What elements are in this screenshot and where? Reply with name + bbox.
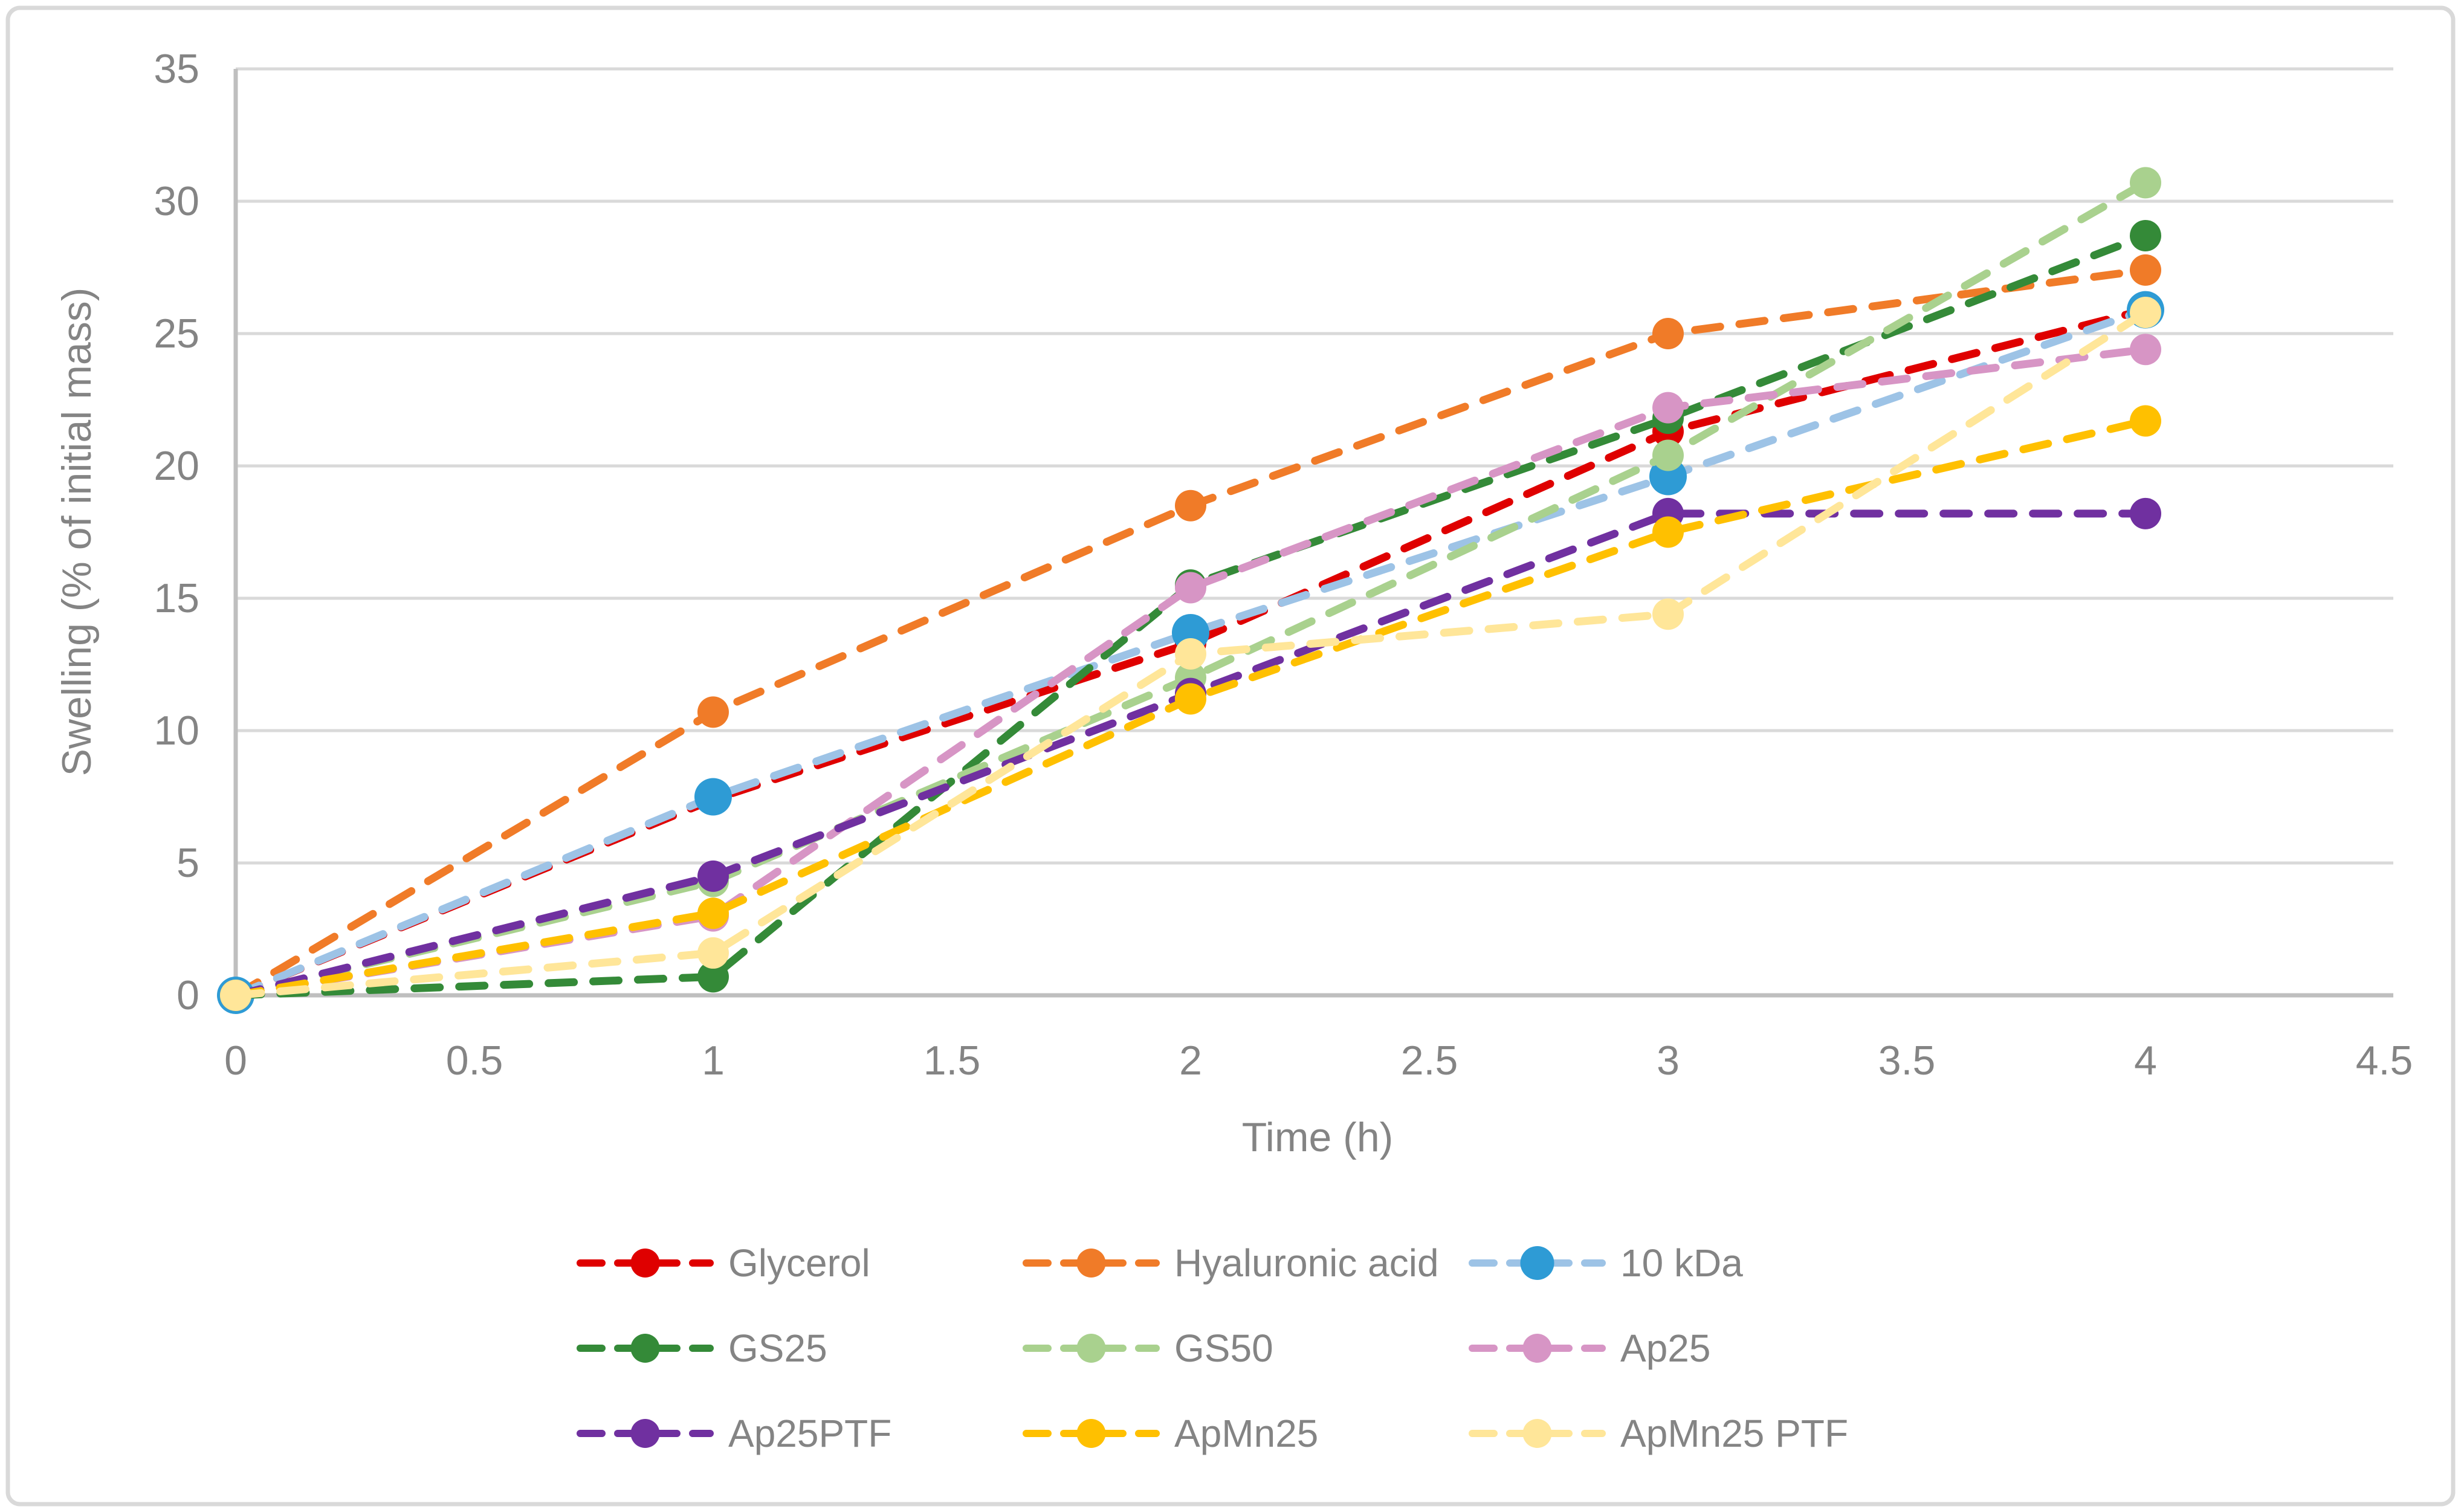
legend-item-hyaluronic-acid: Hyaluronic acid [1023, 1241, 1439, 1285]
legend-item-gs25: GS25 [577, 1326, 827, 1370]
legend-swatch-marker [1522, 1334, 1552, 1363]
legend-label: 10 kDa [1620, 1241, 1743, 1285]
legend-label: Glycerol [728, 1241, 870, 1285]
data-point-apmn25-t1 [697, 897, 729, 929]
legend-label: Hyaluronic acid [1174, 1241, 1439, 1285]
x-tick-label-1.5: 1.5 [923, 1038, 981, 1084]
legend-label: ApMn25 PTF [1620, 1412, 1848, 1455]
plot-series [217, 167, 2164, 1014]
legend-item-apmn25: ApMn25 [1023, 1412, 1318, 1455]
data-point-gs50-t3 [1652, 439, 1684, 471]
data-point-hyaluronic-acid-t1 [697, 696, 729, 728]
legend-swatch-marker [1076, 1334, 1106, 1363]
y-axis-title: Swelling (% of initial mass) [54, 288, 100, 777]
axes [233, 69, 2393, 998]
legend-label: GS50 [1174, 1326, 1273, 1370]
x-tick-label-0.5: 0.5 [446, 1038, 503, 1084]
x-tick-label-1: 1 [702, 1038, 725, 1084]
data-point-apmn25-ptf-t2 [1175, 638, 1206, 670]
y-axis-tick-labels: 0 5 10 15 20 25 30 35 [154, 46, 199, 1018]
data-point-apmn25-ptf-t0 [220, 980, 251, 1011]
y-tick-label-0: 0 [176, 972, 199, 1018]
data-point-gs25-t4 [2130, 219, 2161, 251]
legend: Glycerol Hyaluronic acid 10 kDa GS25 GS50 Ap2… [577, 1241, 1848, 1455]
data-point-ap25-t4 [2130, 334, 2161, 366]
legend-item-glycerol: Glycerol [577, 1241, 870, 1285]
legend-swatch-marker [630, 1249, 660, 1278]
x-tick-label-4.5: 4.5 [2356, 1038, 2413, 1084]
x-tick-label-0: 0 [224, 1038, 247, 1084]
legend-swatch-marker [630, 1334, 660, 1363]
x-tick-label-2.5: 2.5 [1401, 1038, 1458, 1084]
legend-item-10-kda: 10 kDa [1469, 1241, 1743, 1285]
data-point-apmn25-ptf-t1 [697, 937, 729, 969]
x-axis-tick-labels: 0 0.5 1 1.5 2 2.5 3 3.5 4 4.5 [224, 1038, 2413, 1084]
legend-item-ap25: Ap25 [1469, 1326, 1710, 1370]
x-axis-title: Time (h) [1242, 1114, 1394, 1160]
legend-item-apmn25-ptf: ApMn25 PTF [1469, 1412, 1848, 1455]
figure-border [5, 5, 2456, 1507]
y-tick-label-30: 30 [154, 178, 199, 224]
data-point-apmn25-ptf-t3 [1652, 598, 1684, 630]
x-tick-label-4: 4 [2134, 1038, 2157, 1084]
data-point-apmn25-t3 [1652, 516, 1684, 548]
legend-label: GS25 [728, 1326, 827, 1370]
legend-label: Ap25PTF [728, 1412, 891, 1455]
legend-swatch-marker [630, 1419, 660, 1448]
legend-swatch-marker [1076, 1249, 1106, 1278]
x-tick-label-3: 3 [1657, 1038, 1680, 1084]
legend-swatch-marker [1076, 1419, 1106, 1448]
data-point-apmn25-t4 [2130, 405, 2161, 437]
y-tick-label-15: 15 [154, 575, 199, 621]
legend-swatch-marker [1522, 1419, 1552, 1448]
data-point-apmn25-ptf-t4 [2130, 296, 2161, 328]
legend-item-gs50: GS50 [1023, 1326, 1273, 1370]
data-point-ap25-t3 [1652, 392, 1684, 424]
legend-swatch-marker [1520, 1246, 1554, 1280]
data-point-ap25ptf-t1 [697, 860, 729, 892]
series-line-glycerol [231, 306, 2150, 1000]
legend-item-ap25ptf: Ap25PTF [577, 1412, 891, 1455]
data-point-ap25-t2 [1175, 572, 1206, 604]
y-tick-label-20: 20 [154, 443, 199, 489]
y-tick-label-10: 10 [154, 708, 199, 754]
x-tick-label-2: 2 [1179, 1038, 1202, 1084]
legend-label: ApMn25 [1174, 1412, 1318, 1455]
y-tick-label-25: 25 [154, 311, 199, 357]
data-point-apmn25-t2 [1175, 683, 1206, 715]
data-point-hyaluronic-acid-t3 [1652, 318, 1684, 349]
data-point-gs50-t4 [2130, 167, 2161, 199]
y-tick-label-5: 5 [176, 840, 199, 886]
x-tick-label-3.5: 3.5 [1878, 1038, 1936, 1084]
data-point-gs25-t1 [697, 961, 729, 993]
data-point-10-kda-t1 [694, 778, 732, 816]
y-tick-label-35: 35 [154, 46, 199, 92]
data-point-hyaluronic-acid-t2 [1175, 489, 1206, 522]
data-point-hyaluronic-acid-t4 [2130, 254, 2161, 286]
gridlines [236, 67, 2393, 865]
legend-label: Ap25 [1620, 1326, 1710, 1370]
data-point-ap25ptf-t4 [2130, 497, 2161, 529]
